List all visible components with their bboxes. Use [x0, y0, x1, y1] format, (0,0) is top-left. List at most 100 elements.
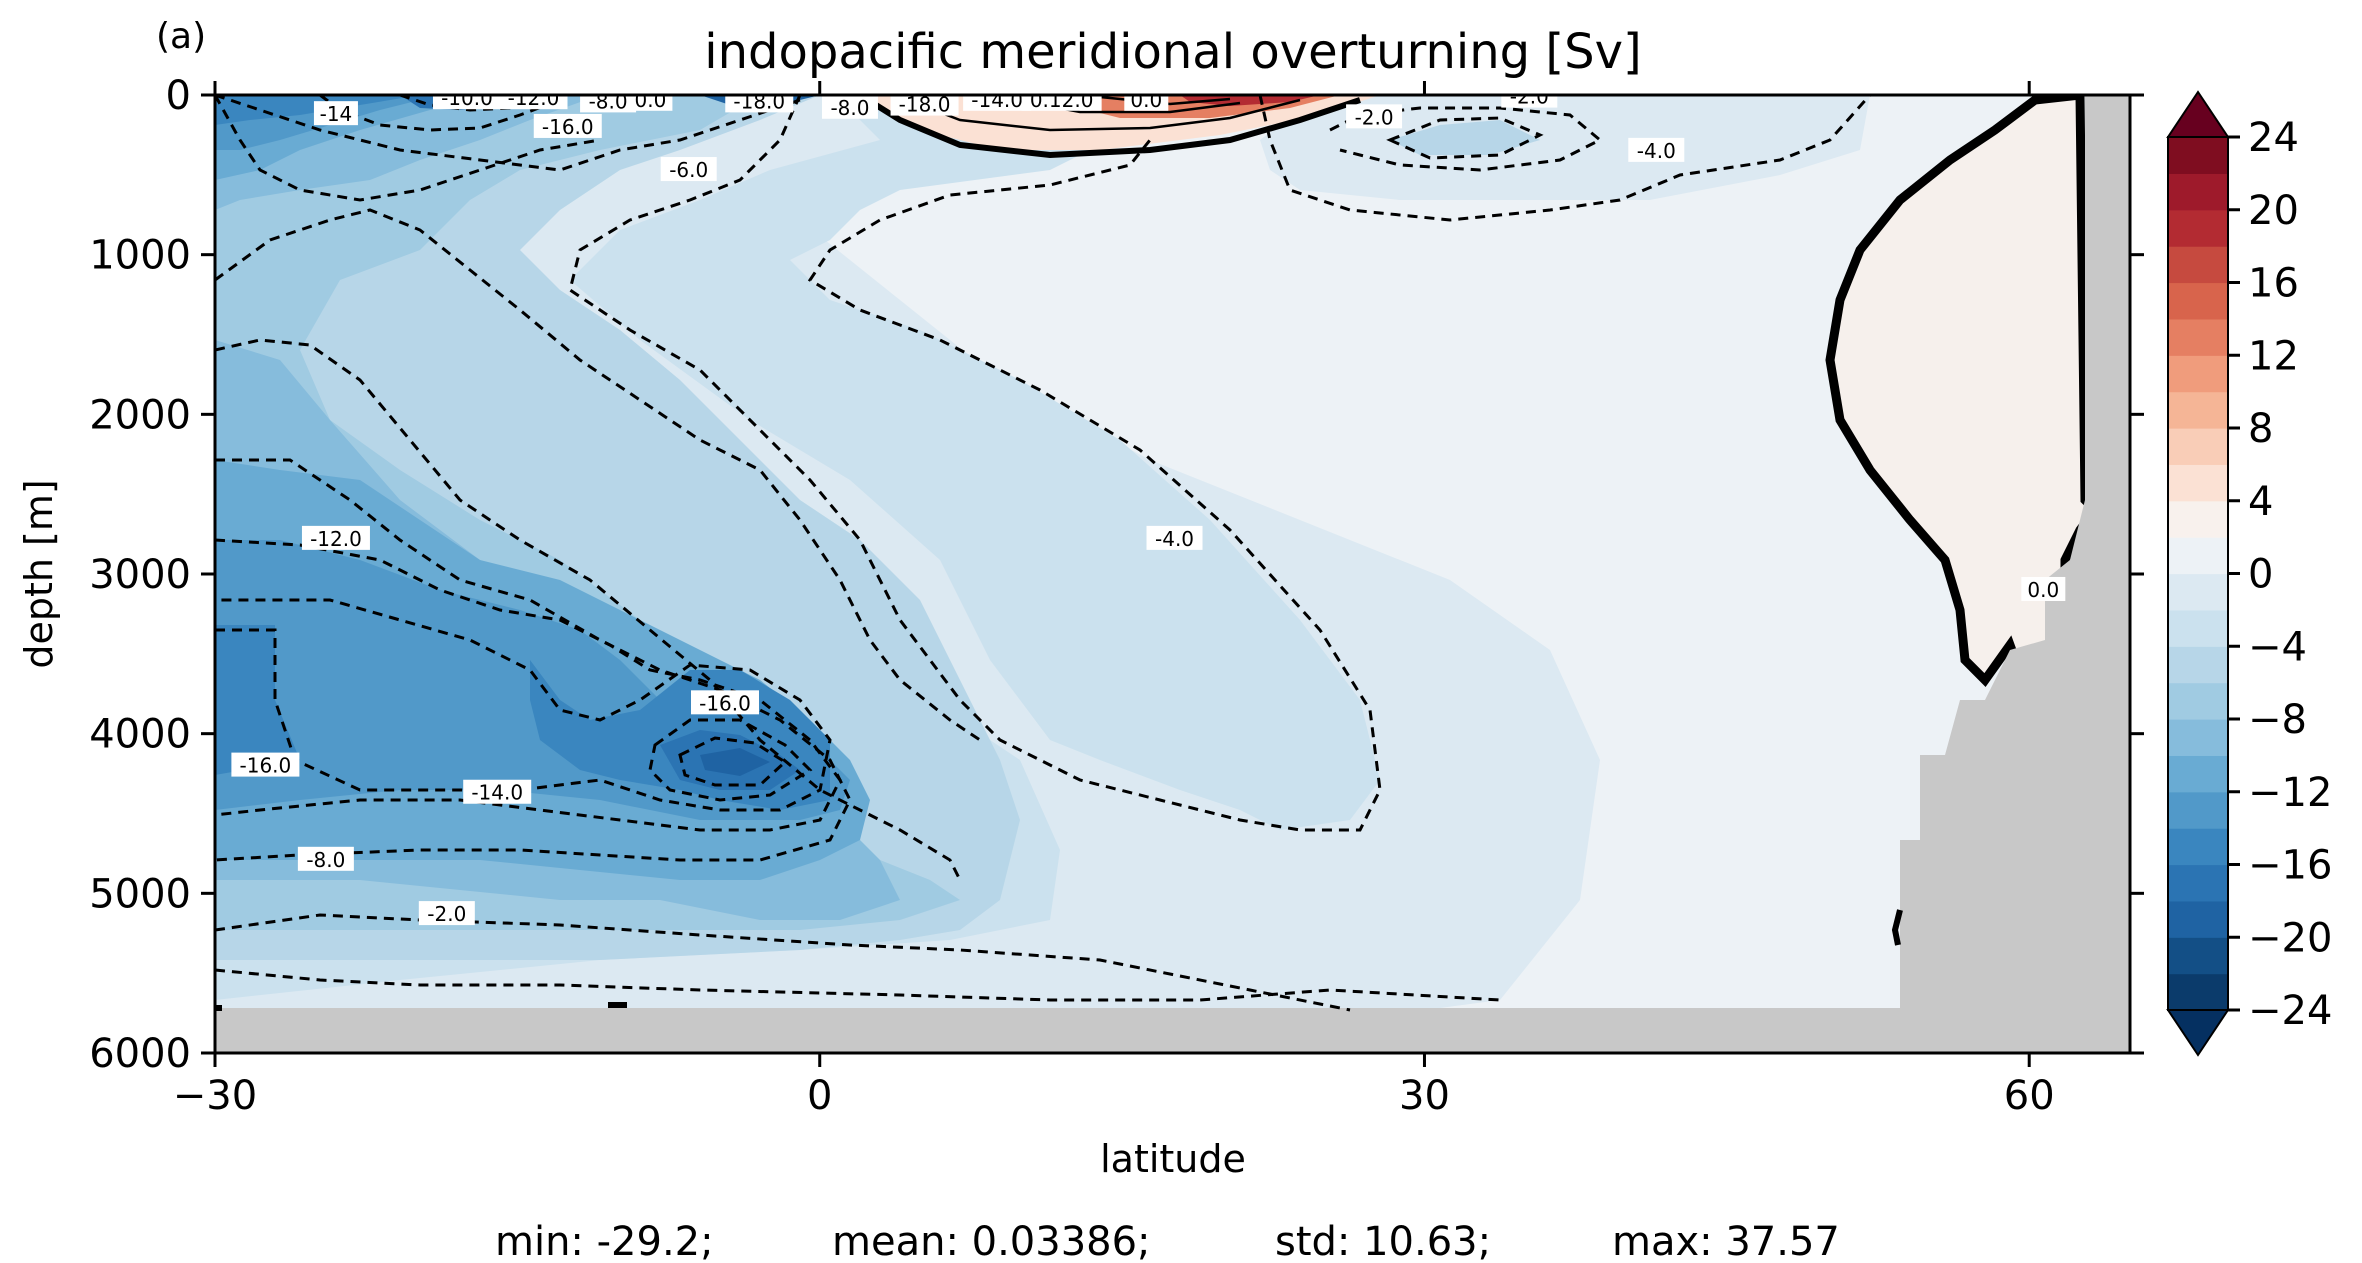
y-tick-label: 2000 — [89, 392, 191, 438]
colorbar-segment — [2168, 682, 2228, 720]
contour-label: 0.12.0 — [1030, 88, 1094, 112]
contour-label-bg — [1501, 95, 1558, 108]
contour-label: -14 — [320, 102, 353, 126]
contour-label: -16.0 — [699, 691, 751, 715]
contour-label-bg — [660, 157, 717, 182]
y-tick-label: 3000 — [89, 552, 191, 598]
contour-label-bg — [963, 95, 1032, 111]
colorbar-segment — [2168, 246, 2228, 284]
stat-mean: mean: 0.03386; — [832, 1219, 1151, 1263]
contour-label: -8.0 — [589, 89, 628, 113]
colorbar-segment — [2168, 137, 2228, 174]
contour-minus-10 — [215, 458, 852, 862]
stat-std: std: 10.63; — [1275, 1219, 1491, 1263]
x-axis: −30 0 30 60 — [173, 81, 2055, 1119]
colorbar-segment — [2168, 719, 2228, 756]
contour-label-bg — [301, 525, 370, 550]
colorbar-segment — [2168, 973, 2228, 1011]
contour-label-bg — [1021, 95, 1102, 111]
contour-label: -2.0 — [427, 902, 466, 926]
contour-minus-16 — [648, 718, 813, 802]
colorbar-segment — [2168, 464, 2228, 502]
x-tick-label: 30 — [1399, 1073, 1450, 1119]
contour-label: 0.0 — [1130, 88, 1162, 112]
colorbar-tick-label: 8 — [2248, 406, 2273, 452]
colorbar-segment — [2168, 755, 2228, 793]
contour-label-bg — [231, 752, 300, 777]
chart-title: indopacific meridional overturning [Sv] — [704, 24, 1641, 80]
contour-label-bg — [499, 95, 568, 110]
zero-contour-deep-right — [1891, 909, 1903, 946]
contour-minus-2-right — [1329, 106, 1603, 172]
contour-label: -2.0 — [1510, 85, 1549, 109]
positive-cell-peak — [1180, 95, 1320, 106]
contour-minus-14 — [215, 598, 832, 812]
colorbar-segment — [2168, 937, 2228, 975]
colorbar-segment — [2168, 573, 2228, 611]
y-axis: 0 1000 2000 3000 4000 5000 6000 — [89, 73, 2144, 1077]
colorbar-segment — [2168, 355, 2228, 393]
contour-label: -12.0 — [508, 86, 560, 110]
contour-label: 0.0 — [635, 88, 667, 112]
contour-labels: -14-10.0 -12.0 -8.0 0.0-16.0-18.0-6.0-8.0 -1… — [231, 85, 2066, 926]
contour-label: -8.0 — [306, 848, 345, 872]
colorbar-tick-label: 4 — [2248, 479, 2273, 525]
contour-label-bg — [2021, 576, 2066, 601]
x-axis-title: latitude — [1100, 1137, 1246, 1181]
panel-label: (a) — [156, 16, 206, 57]
stat-min: min: -29.2; — [495, 1219, 714, 1263]
contour-surface-a — [215, 95, 601, 202]
contour-label: -10.0 — [441, 86, 493, 110]
colorbar-tick-label: 24 — [2248, 115, 2299, 161]
contour-label: -16.0 — [542, 115, 594, 139]
colorbar-segment — [2168, 391, 2228, 429]
colorbar-tick-label: 20 — [2248, 188, 2299, 234]
contour-minus-4-main — [568, 95, 1382, 832]
colorbar-tick-label: −4 — [2248, 624, 2307, 670]
contour-label-bg — [463, 779, 532, 804]
contour-label-bg — [418, 901, 475, 926]
contour-label-bg — [1628, 137, 1685, 162]
contour-label-bg — [890, 95, 959, 116]
contour-label-bg — [1346, 104, 1403, 129]
y-tick-label: 4000 — [89, 712, 191, 758]
band-minus-14 — [215, 95, 850, 820]
contour-minus-2-left — [215, 913, 1351, 1012]
contour-label: 0.0 — [2027, 578, 2059, 602]
colorbar-tick-label: −20 — [2248, 915, 2332, 961]
contour-minus-6 — [215, 95, 801, 172]
plot-area: -14-10.0 -12.0 -8.0 0.0-16.0-18.0-6.0-8.0 -1… — [215, 85, 2130, 1053]
colorbar-segment — [2168, 828, 2228, 866]
colorbar-segment — [2168, 318, 2228, 356]
y-axis-title: depth [m] — [17, 479, 61, 668]
colorbar-segment — [2168, 209, 2228, 247]
colorbar-tick-label: −16 — [2248, 843, 2332, 889]
positive-contour-3 — [1099, 95, 1231, 106]
contour-label-bg — [1124, 95, 1169, 111]
colorbar-ticks: 24 20 16 12 8 4 0 −4 −8 −12 −16 −20 −24 — [2228, 115, 2332, 1034]
x-tick-label: 0 — [807, 1073, 832, 1119]
contour-label-bg — [533, 113, 602, 138]
colorbar-segment — [2168, 282, 2228, 320]
topography-mask — [215, 95, 2130, 1053]
zero-contour — [215, 95, 1903, 1011]
band-minus-16 — [215, 95, 830, 810]
contour-label-bg — [821, 95, 878, 119]
dashed-contours — [215, 95, 1872, 1012]
colorbar-extend-top — [2166, 90, 2230, 138]
colorbar-tick-label: 16 — [2248, 261, 2299, 307]
y-tick-label: 6000 — [89, 1031, 191, 1077]
contour-label: -12.0 — [310, 527, 362, 551]
contour-label-bg — [628, 95, 673, 111]
colorbar-segment — [2168, 864, 2228, 902]
contour-label-bg — [580, 95, 637, 113]
contour-minus-8 — [215, 338, 962, 881]
contour-label: -4.0 — [1637, 139, 1676, 163]
contour-minus-4-outer — [1258, 95, 1872, 222]
positive-contour-1 — [899, 95, 1301, 132]
contour-label: -18.0 — [899, 93, 951, 117]
contour-label: -18.0 — [733, 89, 785, 113]
contour-label: -4.0 — [1155, 527, 1194, 551]
contour-label-bg — [690, 690, 759, 715]
